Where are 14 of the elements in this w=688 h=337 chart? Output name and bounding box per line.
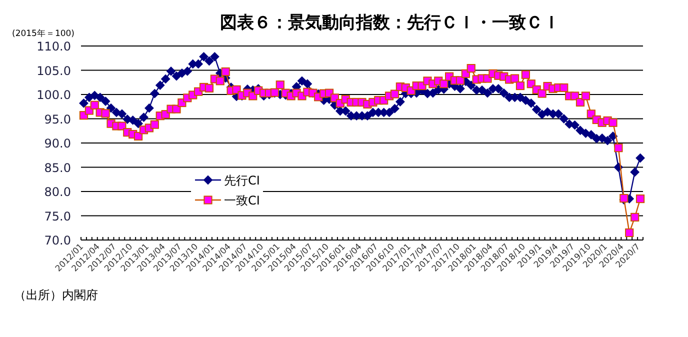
y-tick-label: 70.0: [44, 234, 71, 248]
y-tick-label: 95.0: [44, 112, 71, 126]
y-axis-title: (2015年＝100): [12, 28, 74, 39]
y-tick-label: 105.0: [36, 64, 71, 78]
y-tick-label: 100.0: [36, 88, 71, 102]
y-tick-label: 75.0: [44, 209, 71, 224]
y-tick-label: 85.0: [44, 160, 71, 175]
text: （出所）内閣府: [14, 288, 98, 302]
y-tick-label: 90.0: [44, 136, 71, 150]
y-tick-label: 80.0: [44, 185, 71, 199]
chart-title: 図表６：景気動向指数：先行ＣＩ・一致ＣＩ: [220, 13, 560, 33]
legend-label: 先行CI: [224, 174, 260, 188]
y-tick-label: 110.0: [36, 40, 71, 54]
legend-label: 一致CI: [224, 194, 260, 208]
